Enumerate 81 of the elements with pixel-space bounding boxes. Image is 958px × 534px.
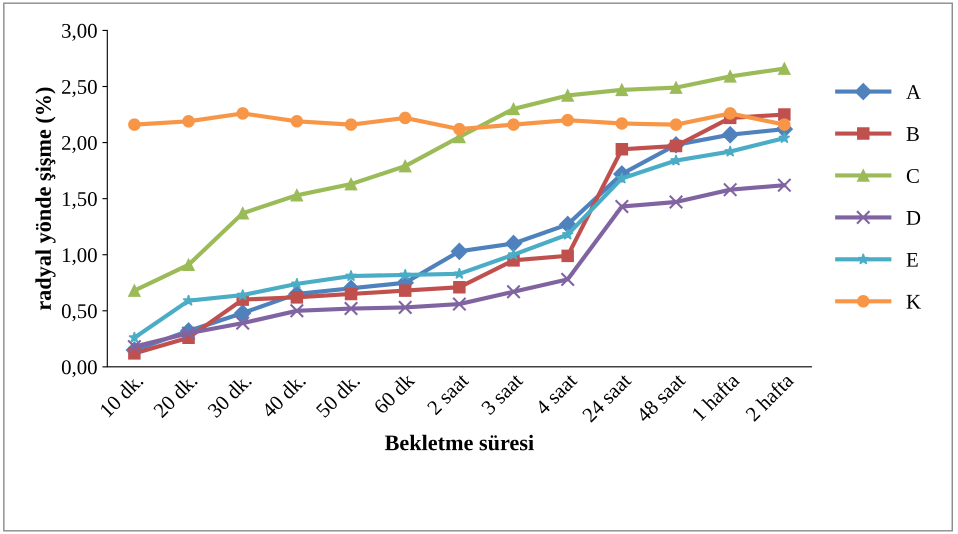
y-tick-label: 0,00	[62, 360, 97, 378]
x-tick-label: 50 dk.	[315, 372, 360, 418]
point	[398, 300, 412, 315]
x-tick-label: 24 saat	[582, 372, 632, 423]
point	[778, 62, 791, 75]
point	[777, 178, 792, 192]
x-tick-label: 10 dk.	[98, 372, 144, 418]
x-tick-label: 3 saat	[480, 372, 524, 416]
legend-label: D	[906, 211, 920, 225]
y-tick-label: 3,00	[62, 24, 97, 41]
point	[235, 316, 250, 330]
point	[616, 117, 628, 130]
point	[234, 304, 252, 322]
point	[724, 107, 736, 120]
point	[453, 280, 466, 294]
legend-label: K	[906, 294, 921, 309]
x-tick-label: 1 hafta	[690, 372, 740, 422]
point	[290, 189, 304, 202]
point	[778, 118, 791, 131]
point	[670, 118, 682, 131]
x-tick-label: 60 dk	[372, 372, 416, 415]
x-tick-label: 48 saat	[635, 372, 686, 424]
point	[452, 296, 467, 312]
point	[398, 160, 412, 172]
point	[562, 228, 574, 240]
x-tick-label: 40 dk.	[260, 372, 306, 419]
x-tick-label: 2 saat	[426, 372, 470, 416]
point	[722, 182, 738, 197]
point	[616, 143, 628, 156]
point	[724, 70, 736, 83]
point	[345, 270, 358, 282]
point	[778, 132, 790, 144]
x-tick-label: 30 dk.	[206, 372, 252, 418]
point	[127, 339, 142, 354]
point	[507, 118, 520, 131]
legend-label: E	[906, 252, 918, 267]
y-tick-label: 1,00	[62, 248, 97, 266]
y-tick-label: 1,50	[62, 192, 97, 210]
point	[561, 89, 574, 102]
point	[128, 284, 141, 297]
point	[670, 81, 682, 94]
point	[344, 301, 358, 316]
point	[398, 112, 412, 124]
y-tick-label: 0,50	[62, 304, 97, 322]
point	[453, 122, 466, 136]
point	[182, 115, 195, 128]
point	[561, 114, 574, 126]
point	[182, 258, 195, 272]
point	[668, 194, 684, 210]
point	[290, 115, 304, 128]
point	[614, 199, 630, 214]
legend-label: B	[906, 127, 919, 141]
legend-label: A	[906, 85, 921, 99]
point	[344, 178, 358, 190]
point	[506, 284, 521, 300]
point	[450, 242, 468, 260]
point	[507, 102, 520, 116]
point	[722, 126, 739, 144]
point	[236, 107, 249, 120]
point	[128, 118, 141, 131]
point	[128, 331, 140, 343]
point	[504, 234, 522, 252]
point	[290, 303, 304, 318]
x-tick-label: 2 hafta	[744, 372, 795, 422]
x-tick-label: 20 dk.	[152, 372, 198, 418]
point	[398, 284, 412, 297]
point	[290, 291, 304, 304]
point	[399, 268, 412, 280]
point	[616, 84, 628, 96]
x-tick-label: 4 saat	[534, 372, 578, 416]
y-axis-title: radyal yönde şişme (%)	[35, 88, 56, 310]
point	[181, 326, 196, 341]
y-tick-label: 2,00	[62, 136, 97, 154]
point	[560, 272, 575, 287]
point	[561, 250, 574, 262]
y-tick-label: 2,50	[62, 80, 97, 97]
x-axis-title: Bekletme süresi	[384, 434, 534, 450]
legend-label: C	[906, 168, 919, 183]
point	[344, 118, 358, 131]
point	[344, 288, 358, 300]
point	[182, 294, 195, 306]
